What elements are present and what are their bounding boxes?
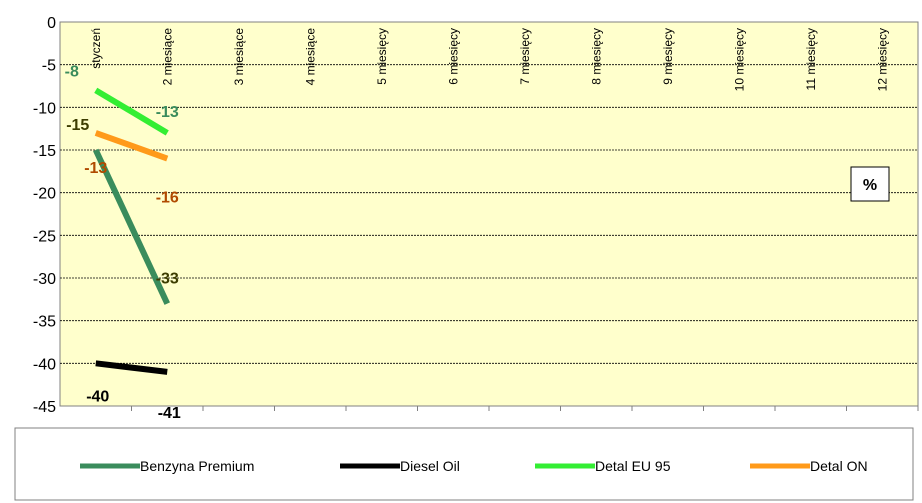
legend-entry: Detal EU 95 xyxy=(595,458,671,474)
y-tick-label: -35 xyxy=(33,314,56,331)
legend-entry: Diesel Oil xyxy=(400,458,460,474)
data-label: -13 xyxy=(156,104,179,121)
data-label: -15 xyxy=(66,117,89,134)
series-line xyxy=(94,87,169,136)
y-tick-label: -25 xyxy=(33,228,56,245)
x-category-label: 11 miesięcy xyxy=(804,28,818,90)
x-category-label: 8 miesięcy xyxy=(589,28,603,85)
x-category-label: 3 miesiące xyxy=(232,28,246,86)
y-tick-label: -15 xyxy=(33,143,56,160)
data-label: -33 xyxy=(156,271,179,288)
y-tick-label: 0 xyxy=(47,15,56,32)
unit-label: % xyxy=(863,177,877,194)
gridlines xyxy=(60,64,918,364)
x-category-label: 9 miesięcy xyxy=(661,28,675,85)
x-category-label: 4 miesiące xyxy=(303,28,317,86)
x-axis-categories: styczeń 2 miesiące 3 miesiące 4 miesiące 5 m… xyxy=(89,28,919,411)
x-category-label: 6 miesięcy xyxy=(446,28,460,85)
x-category-label: 7 miesięcy xyxy=(518,28,532,85)
y-tick-label: -5 xyxy=(42,58,56,75)
y-tick-label: -45 xyxy=(33,399,56,416)
data-label: -13 xyxy=(84,160,107,177)
data-label: -40 xyxy=(86,388,109,405)
legend-entry: Detal ON xyxy=(810,458,868,474)
plot-area xyxy=(59,21,919,407)
y-axis-ticks: 0 -5 -10 -15 -20 -25 -30 -35 -40 -45 xyxy=(33,15,56,416)
data-label: -41 xyxy=(158,405,181,422)
series-line xyxy=(94,130,169,162)
x-category-label: 12 miesięcy xyxy=(875,28,889,91)
data-labels: -15 -33 -40 -41 -8 -13 -13 -16 xyxy=(65,63,181,422)
y-tick-label: -20 xyxy=(33,186,56,203)
y-tick-label: -30 xyxy=(33,271,56,288)
x-category-label: 10 miesięcy xyxy=(732,28,746,91)
legend: Benzyna Premium Diesel Oil Detal EU 95 Deta… xyxy=(80,458,868,474)
legend-entry: Benzyna Premium xyxy=(140,458,254,474)
series-line xyxy=(95,360,168,375)
unit-box-frame xyxy=(850,166,890,202)
x-category-label: styczeń xyxy=(89,28,103,69)
unit-box: % xyxy=(850,166,890,202)
x-category-label: 5 miesięcy xyxy=(375,28,389,85)
series-line xyxy=(93,148,170,305)
series-lines xyxy=(93,87,170,375)
x-category-label: 2 miesiące xyxy=(160,28,174,86)
data-label: -16 xyxy=(156,190,179,207)
y-tick-label: -10 xyxy=(33,100,56,117)
data-label: -8 xyxy=(65,63,79,80)
y-tick-label: -40 xyxy=(33,356,56,373)
